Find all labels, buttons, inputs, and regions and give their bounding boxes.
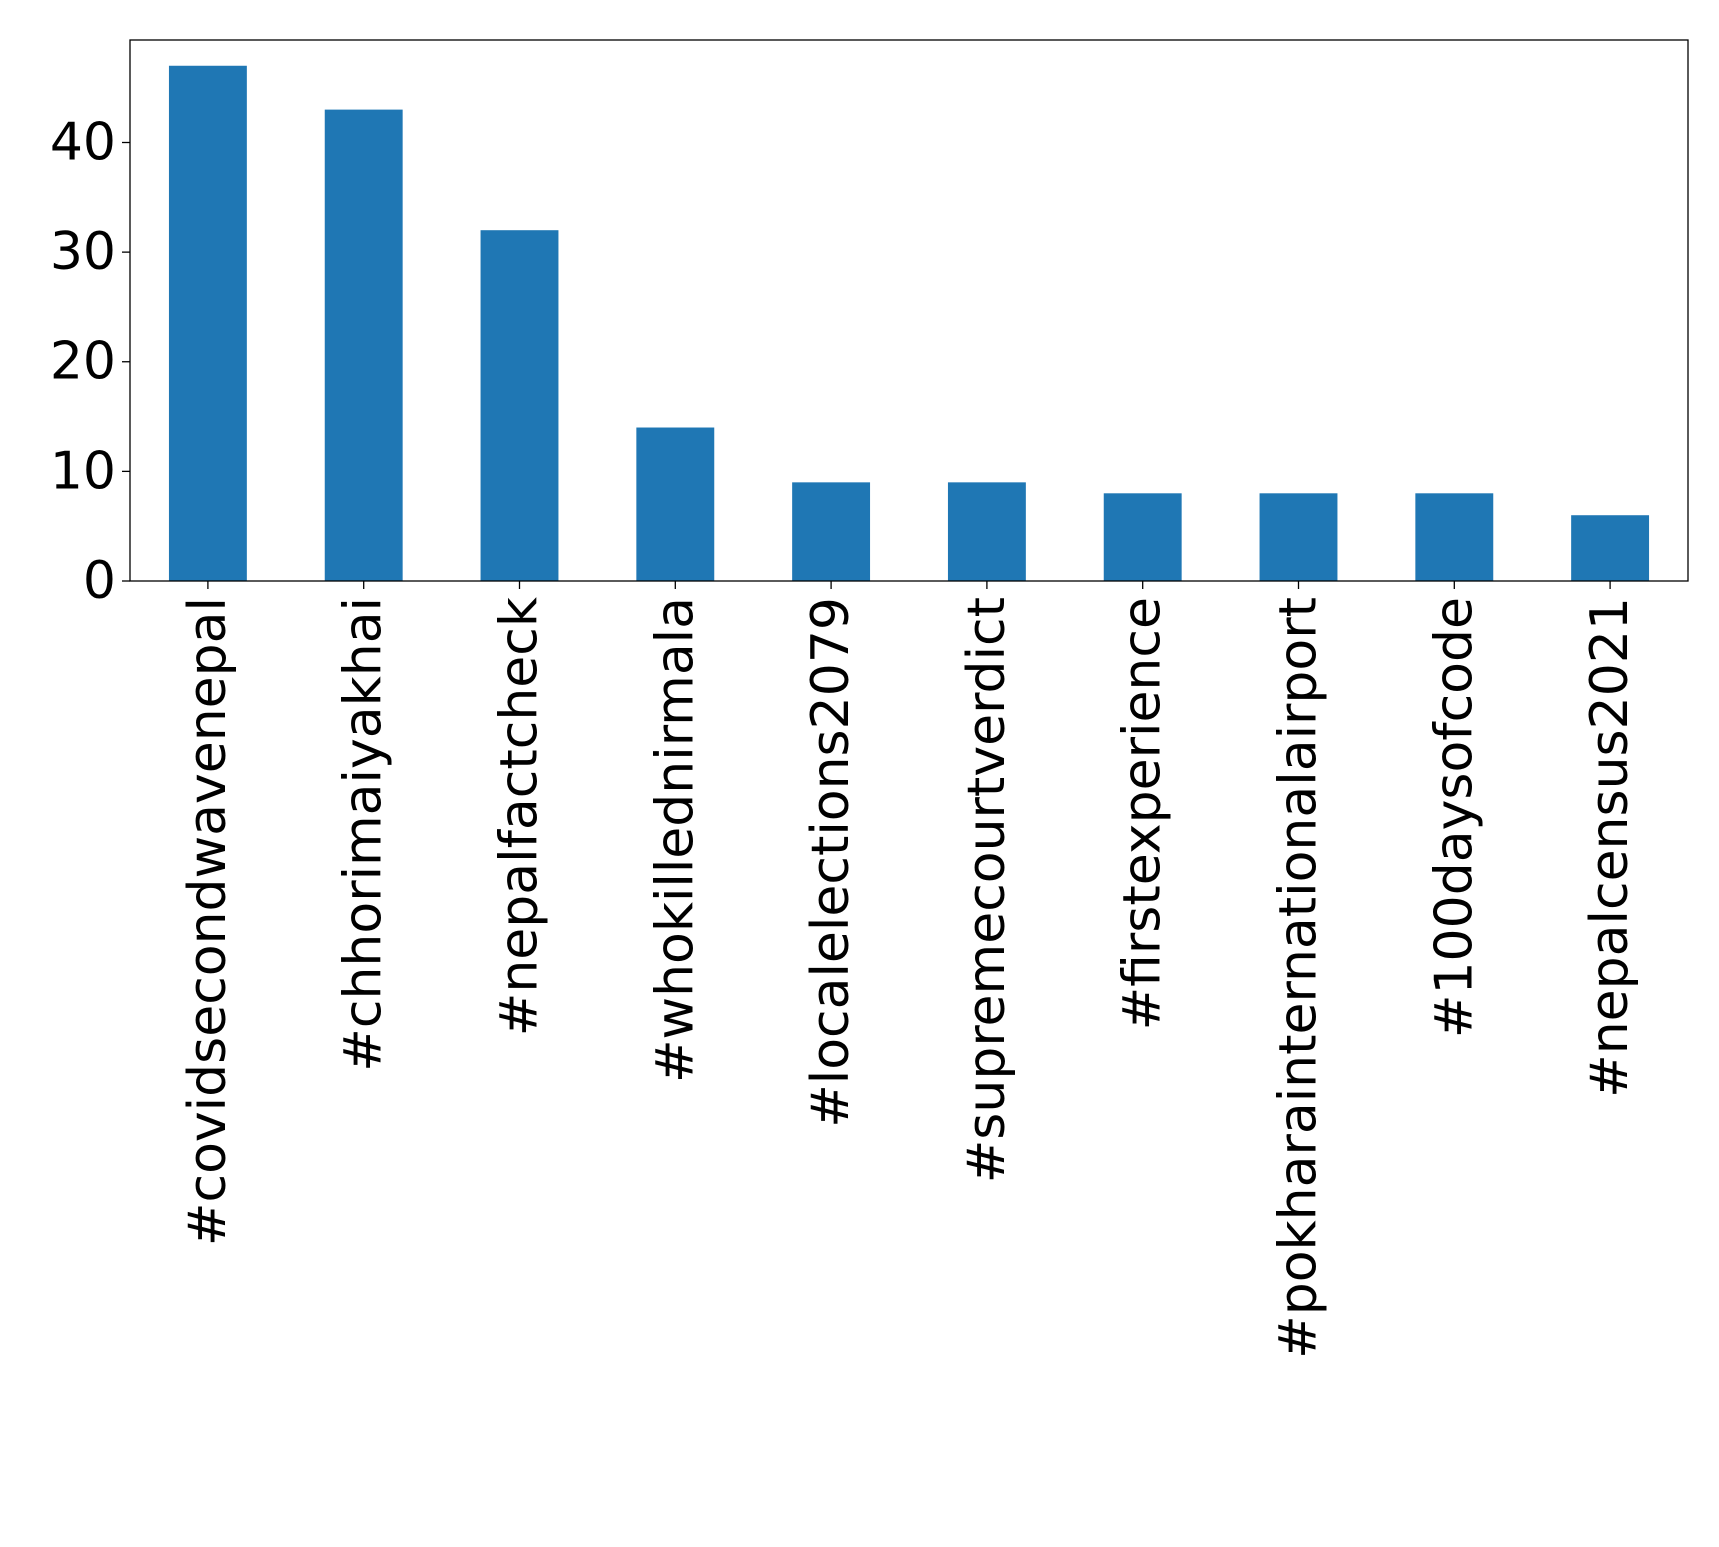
x-tick-label: #firstexperience	[1113, 597, 1173, 1030]
x-tick-label: #100daysofcode	[1424, 597, 1484, 1038]
x-tick-label: #covidsecondwavenepal	[178, 597, 238, 1246]
bar	[636, 427, 715, 581]
x-tick-label: #supremecourtverdict	[957, 597, 1017, 1183]
y-tick-label: 0	[83, 551, 116, 611]
y-tick-label: 20	[50, 332, 116, 392]
y-tick-label: 10	[50, 441, 116, 501]
x-tick-label: #pokharainternationalairport	[1269, 597, 1329, 1359]
bars-layer	[168, 65, 1650, 582]
bar	[1571, 515, 1650, 581]
y-tick-label: 40	[50, 112, 116, 172]
x-tick-label: #nepalfactcheck	[490, 597, 550, 1036]
bar	[1103, 493, 1182, 581]
bar	[324, 109, 403, 582]
y-axis: 0 10 20 30 40	[50, 112, 130, 611]
x-tick-label: #localelections2079	[801, 597, 861, 1128]
bar	[1415, 493, 1494, 581]
y-tick-label: 30	[50, 222, 116, 282]
x-tick-label: #whokillednirmala	[645, 597, 705, 1083]
bar	[792, 482, 871, 581]
x-axis: #covidsecondwavenepal #chhorimaiyakhai #ne…	[178, 581, 1640, 1359]
plot-area-frame	[129, 39, 1689, 582]
bar	[168, 65, 247, 581]
x-tick-label: #chhorimaiyakhai	[334, 597, 394, 1072]
x-tick-label: #nepalcensus2021	[1580, 597, 1640, 1098]
bar	[480, 230, 559, 581]
bar	[947, 482, 1026, 581]
bar	[1259, 493, 1338, 581]
